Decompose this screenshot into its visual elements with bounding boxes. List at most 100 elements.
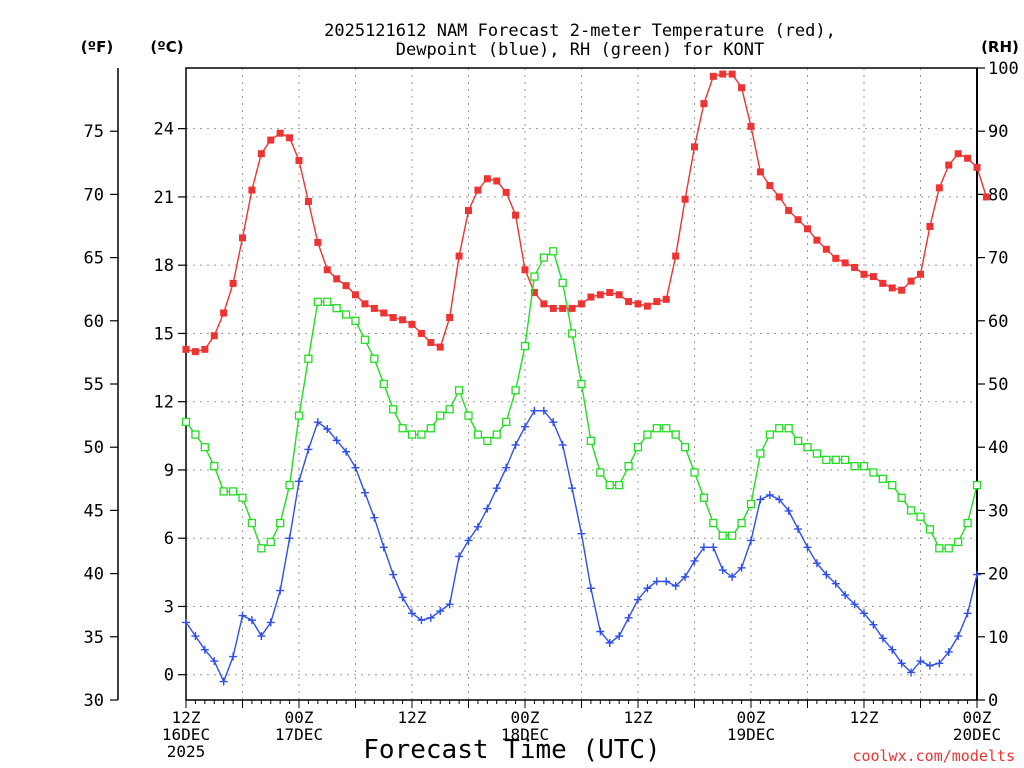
dewpoint-point: [803, 543, 812, 552]
2-meter-temperature-point: [653, 298, 661, 306]
rh-point: [323, 297, 332, 306]
2-meter-temperature-point: [512, 211, 520, 219]
rh-axis: 0 10 20 30 40 50 60 70 80 90 100: [977, 59, 1019, 711]
dewpoint-point: [200, 645, 209, 654]
dewpoint-point: [690, 556, 699, 565]
2-meter-temperature-point: [606, 288, 614, 296]
data-series: [181, 70, 990, 686]
dewpoint-point: [417, 616, 426, 625]
2-meter-temperature-point: [314, 238, 322, 246]
2-meter-temperature-point: [625, 298, 633, 306]
rh-point: [906, 506, 916, 515]
2-meter-temperature-point: [380, 309, 388, 317]
2-meter-temperature-point: [691, 143, 698, 151]
celsius-tick-label: 18: [154, 256, 174, 276]
fahrenheit-unit-label: (ºF): [81, 38, 113, 56]
dewpoint-point: [521, 422, 529, 431]
2-meter-temperature-point: [785, 207, 793, 215]
dewpoint-point: [615, 632, 624, 641]
dewpoint-point: [511, 440, 520, 449]
rh-point: [605, 480, 614, 490]
rh-point: [680, 443, 690, 452]
2-meter-temperature-point: [907, 277, 915, 285]
2-meter-temperature-point: [352, 291, 359, 299]
dewpoint-point: [351, 463, 360, 472]
rh-point: [963, 518, 972, 528]
rh-point: [831, 455, 840, 464]
2-meter-temperature-line: [185, 73, 988, 353]
2-meter-temperature-point: [474, 186, 482, 194]
time-tick-label: 00Z: [285, 708, 314, 727]
rh-point: [878, 474, 887, 483]
chart-title-line1: 2025121612 NAM Forecast 2-meter Temperat…: [324, 21, 836, 41]
2-meter-temperature-point: [879, 279, 887, 287]
dewpoint-point: [765, 490, 774, 499]
dewpoint-point: [822, 570, 831, 579]
rh-point: [709, 518, 718, 528]
2-meter-temperature-point: [540, 300, 548, 308]
dewpoint-point: [408, 609, 416, 618]
dewpoint-point: [756, 495, 765, 504]
rh-point: [351, 316, 360, 325]
dewpoint-point: [944, 647, 953, 656]
rh-point: [370, 354, 379, 363]
2-meter-temperature-point: [446, 314, 454, 322]
2-meter-temperature-point: [756, 168, 764, 176]
rh-point: [859, 462, 869, 471]
rh-tick-label: 90: [988, 122, 1008, 142]
2-meter-temperature-point: [634, 300, 642, 308]
2-meter-temperature-point: [333, 275, 341, 283]
time-tick-label: 16DEC: [162, 725, 210, 744]
credit-text: coolwx.com/modelts: [852, 747, 1015, 765]
rh-point: [567, 329, 577, 338]
2-meter-temperature-point: [766, 182, 774, 190]
2-meter-temperature-point: [935, 184, 943, 192]
2-meter-temperature-point: [342, 282, 350, 290]
2-meter-temperature-point: [841, 259, 849, 267]
dewpoint-point: [455, 552, 464, 561]
dewpoint-point: [360, 488, 369, 497]
2-meter-temperature-point: [822, 245, 830, 253]
rh-point: [407, 430, 417, 439]
dewpoint-point: [916, 657, 925, 666]
2-meter-temperature-point: [926, 223, 934, 231]
rh-point: [954, 537, 963, 547]
rh-tick-label: 40: [988, 438, 1008, 458]
2-meter-temperature-point: [248, 186, 256, 194]
rh-point: [210, 462, 219, 471]
rh-point: [558, 278, 567, 288]
2-meter-temperature-point: [257, 150, 265, 158]
rh-tick-label: 10: [988, 628, 1008, 648]
rh-point: [615, 480, 624, 490]
rh-point: [191, 430, 200, 439]
rh-point: [633, 443, 643, 452]
2-meter-temperature-point: [851, 263, 859, 271]
rh-point: [332, 304, 341, 313]
rh-point: [520, 341, 530, 351]
rh-point: [718, 531, 727, 540]
2-meter-temperature-point: [719, 70, 727, 78]
time-tick-label: 12Z: [850, 708, 879, 727]
rh-tick-label: 0: [988, 691, 998, 711]
dewpoint-point: [539, 406, 548, 415]
2-meter-temperature-point: [530, 288, 538, 296]
rh-point: [643, 430, 652, 439]
dewpoint-point: [549, 418, 558, 427]
dewpoint-point: [775, 495, 784, 504]
rh-point: [822, 455, 831, 464]
time-tick-label: 12Z: [172, 708, 201, 727]
dewpoint-point: [473, 522, 482, 531]
rh-point: [389, 405, 398, 414]
rh-point: [247, 518, 257, 528]
rh-tick-label: 30: [988, 501, 1008, 521]
axes: [117, 67, 978, 701]
time-tick-label: 00Z: [963, 708, 992, 727]
dewpoint-point: [973, 570, 981, 579]
2-meter-temperature-point: [945, 161, 953, 169]
2-meter-temperature-point: [210, 332, 218, 340]
rh-tick-label: 20: [988, 565, 1008, 585]
2-meter-temperature-point: [201, 345, 209, 353]
rh-point: [624, 462, 633, 471]
rh-point: [445, 405, 454, 414]
